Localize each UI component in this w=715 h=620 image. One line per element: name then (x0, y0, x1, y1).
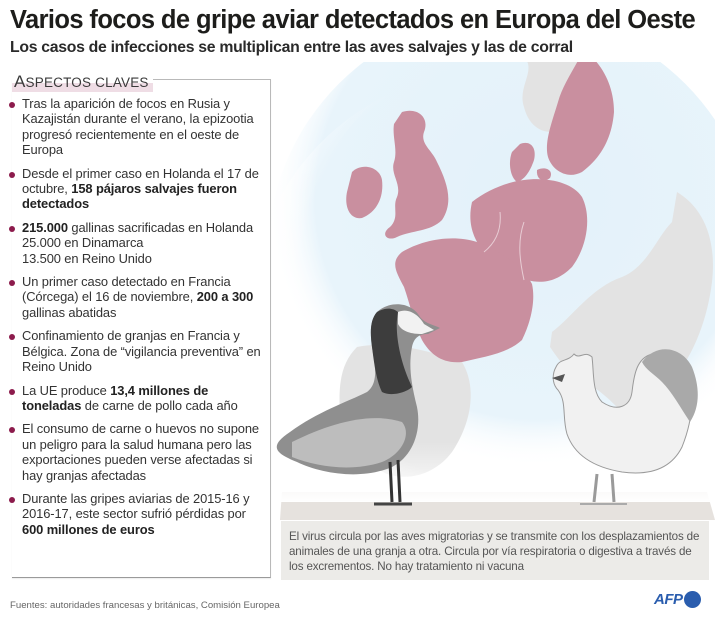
afp-logo-text: AFP (654, 591, 683, 608)
bullet-icon (9, 280, 15, 287)
fact-item: 215.000 gallinas sacrificadas en Holanda… (8, 220, 270, 266)
fact-highlight: 158 pájaros salvajes fueron detectados (22, 181, 237, 212)
fact-text: Un primer caso detectado en Francia (Cór… (22, 274, 231, 305)
fact-text: Tras la aparición de focos en Rusia y Ka… (22, 96, 254, 158)
bullet-icon (9, 225, 15, 232)
afp-logo: AFP (654, 591, 701, 608)
fact-text: El consumo de carne o huevos no supone u… (22, 421, 259, 483)
heading-rest: SPECTOS CLAVES (25, 75, 149, 90)
bullet-icon (9, 427, 15, 434)
bullet-icon (9, 334, 15, 341)
bullet-icon (9, 102, 15, 108)
afp-logo-dot-icon (683, 591, 701, 608)
fact-text: gallinas abatidas (22, 304, 117, 320)
rooster-illustration (552, 349, 698, 505)
fact-item: El consumo de carne o huevos no supone u… (8, 421, 270, 483)
fact-text: Durante las gripes aviarias de 2015-16 y… (22, 490, 250, 522)
fact-highlight: 200 a 300 (196, 289, 254, 305)
goose-illustration (276, 304, 440, 506)
page-subtitle: Los casos de infecciones se multiplican … (10, 39, 573, 56)
key-facts-heading: ASPECTOS CLAVES (12, 72, 153, 92)
fact-item: Confinamiento de granjas en Francia y Bé… (8, 328, 270, 374)
fact-item: Tras la aparición de focos en Rusia y Ka… (8, 96, 270, 158)
fact-line: 25.000 en Dinamarca (22, 235, 144, 251)
transmission-caption: El virus circula por las aves migratoria… (281, 521, 709, 580)
fact-item: La UE produce 13,4 millones de toneladas… (8, 383, 270, 414)
fact-text: La UE produce (22, 382, 111, 398)
page-title: Varios focos de gripe aviar detectados e… (10, 6, 696, 34)
bullet-icon (9, 388, 15, 395)
europe-map-illustration (262, 62, 715, 582)
heading-initial: A (14, 72, 26, 91)
fact-item: Desde el primer caso en Holanda el 17 de… (8, 166, 270, 212)
fact-highlight: 600 millones de euros (22, 521, 155, 537)
fact-text: Desde el primer caso en Holanda el 17 de… (22, 165, 259, 197)
fact-highlight: 13,4 millones de toneladas (22, 382, 209, 413)
key-facts-list: Tras la aparición de focos en Rusia y Ka… (8, 96, 270, 545)
bullet-icon (9, 496, 15, 503)
fact-line: 13.500 en Reino Unido (22, 250, 152, 266)
fact-item: Un primer caso detectado en Francia (Cór… (8, 274, 270, 320)
fact-text: gallinas sacrificadas en Holanda (67, 219, 254, 235)
fact-text: de carne de pollo cada año (81, 397, 238, 413)
source-note: Fuentes: autoridades francesas y británi… (10, 600, 280, 611)
fact-text: Confinamiento de granjas en Francia y Bé… (22, 328, 261, 375)
fact-highlight: 215.000 (22, 219, 68, 235)
bullet-icon (9, 171, 15, 178)
key-facts-panel (12, 79, 271, 578)
fact-item: Durante las gripes aviarias de 2015-16 y… (8, 491, 270, 537)
